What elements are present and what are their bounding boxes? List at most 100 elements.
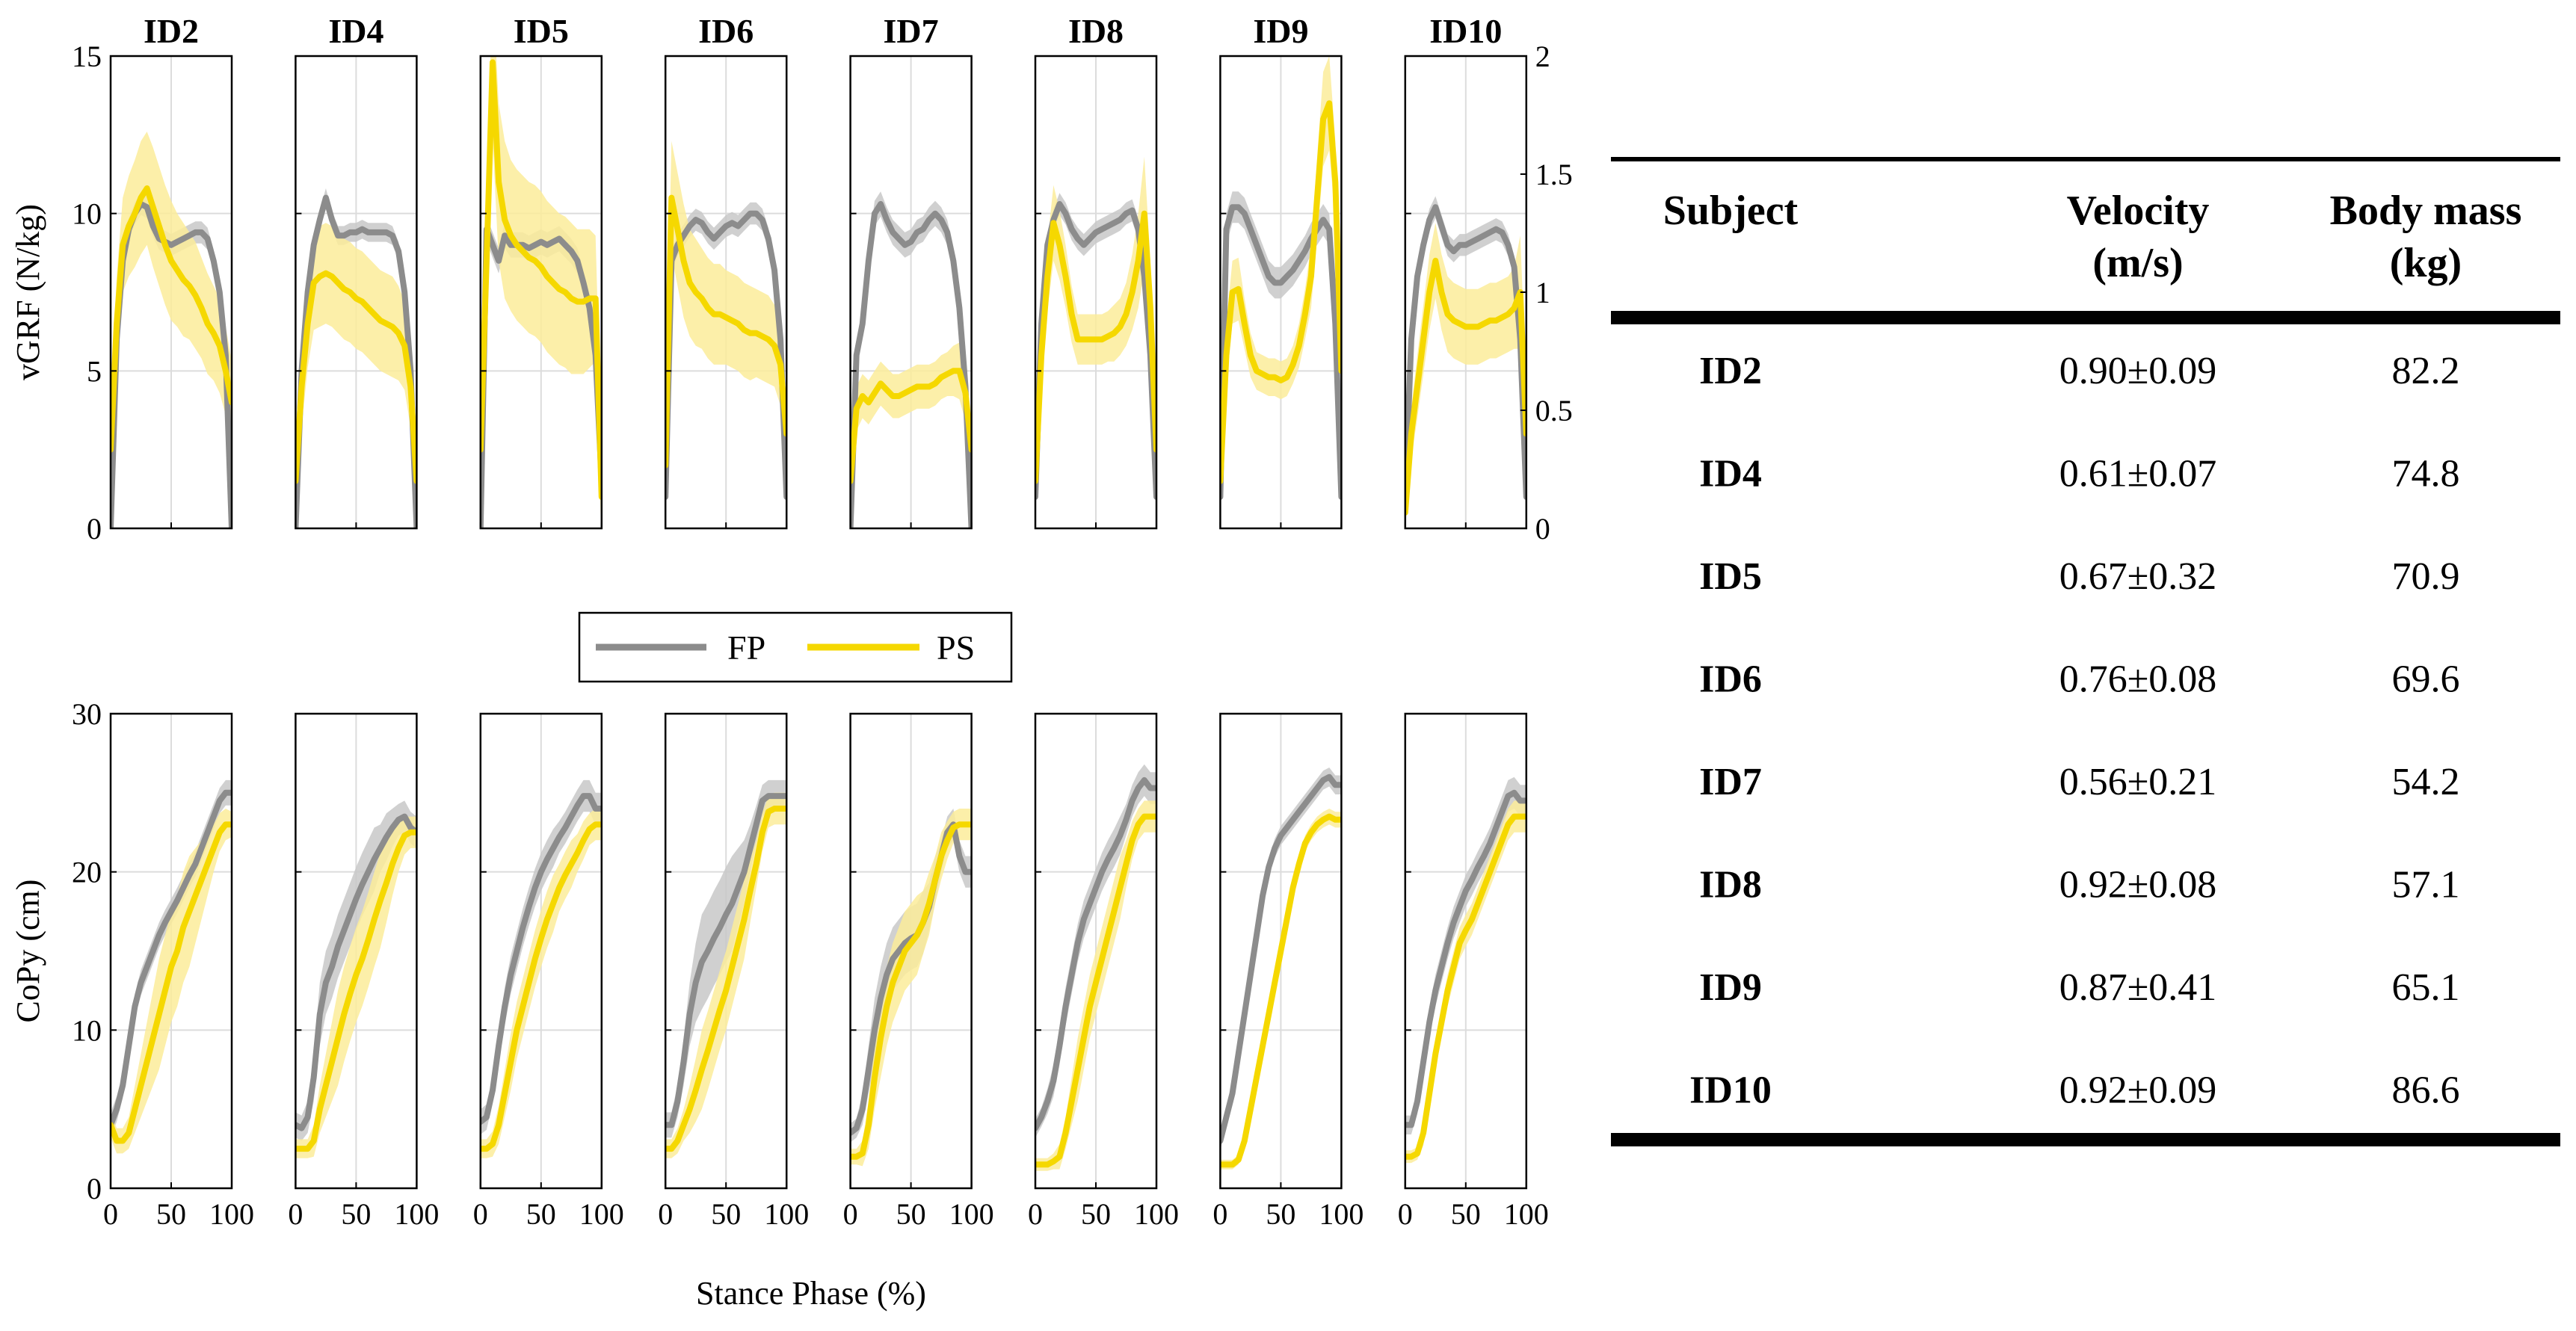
y-tick-label: 20 — [72, 856, 102, 889]
summary-table: Subject Velocity (m/s) Body mass (kg) ID2 0.90… — [1611, 157, 2560, 1146]
table-cell-velocity: 0.87±0.41 — [2059, 966, 2217, 1009]
x-tick-label: 50 — [896, 1197, 926, 1231]
y-tick-label: 15 — [72, 40, 102, 73]
panel-ID8-vgrf: ID8 — [1034, 12, 1158, 530]
table-row: ID5 0.67±0.32 70.9 — [1699, 555, 2459, 598]
y-tick-label: 10 — [72, 197, 102, 231]
x-tick-label: 50 — [526, 1197, 556, 1231]
fp-mean-line — [1035, 201, 1156, 500]
table-cell-subject: ID6 — [1699, 658, 1762, 701]
table-cell-mass: 69.6 — [2392, 658, 2460, 701]
x-tick-label: 100 — [394, 1197, 439, 1231]
plot-area — [480, 779, 602, 1158]
legend: FP PS — [578, 611, 1013, 683]
table-cell-velocity: 0.61±0.07 — [2059, 453, 2217, 495]
panel-ID10-vgrf: ID10 0 0.5 1 1.5 2 — [1404, 12, 1573, 546]
x-axis-label: Stance Phase (%) — [696, 1275, 926, 1312]
fp-mean-line — [480, 226, 602, 528]
table-cell-subject: ID2 — [1699, 350, 1762, 392]
table-cell-velocity: 0.92±0.08 — [2059, 864, 2217, 907]
panel-title: ID9 — [1253, 12, 1308, 50]
plot-area — [480, 56, 602, 528]
fp-mean-line — [111, 789, 232, 1128]
ps-sd-band — [850, 809, 972, 1167]
fp-mean-line — [1220, 773, 1342, 1144]
fp-mean-line — [295, 813, 417, 1131]
plot-area — [665, 779, 787, 1158]
right-y-tick-label: 0.5 — [1535, 394, 1573, 427]
ps-sd-band — [1035, 156, 1156, 507]
y-tick-label: 0 — [87, 1172, 102, 1205]
x-tick-label: 100 — [1504, 1197, 1549, 1231]
plot-area — [1035, 156, 1156, 508]
table-cell-subject: ID5 — [1699, 555, 1762, 598]
ps-sd-band — [295, 816, 417, 1158]
panel-ID8-copy: 0 50 100 — [1028, 712, 1179, 1231]
fp-mean-line — [665, 793, 787, 1128]
panel-title: ID7 — [884, 12, 939, 50]
table-cell-velocity: 0.90±0.09 — [2059, 350, 2217, 392]
table-cell-mass: 54.2 — [2392, 761, 2460, 803]
table-cell-velocity: 0.67±0.32 — [2059, 555, 2217, 598]
table-row: ID4 0.61±0.07 74.8 — [1699, 453, 2459, 495]
plot-area — [850, 191, 972, 528]
y-tick-label: 30 — [72, 697, 102, 731]
plot-area — [850, 809, 972, 1167]
ps-mean-line — [1035, 210, 1156, 484]
panel-ID4-vgrf: ID4 — [295, 12, 418, 530]
panel-ID5-copy: 0 50 100 — [473, 712, 624, 1231]
fp-mean-line — [1405, 789, 1526, 1128]
plot-area — [295, 188, 417, 528]
x-tick-label: 100 — [209, 1197, 254, 1231]
panel-title: ID5 — [514, 12, 569, 50]
fp-mean-line — [1035, 776, 1156, 1131]
table-header-cell: (m/s) — [2092, 240, 2183, 286]
panel-ID5-vgrf: ID5 — [479, 12, 603, 530]
table-cell-mass: 74.8 — [2392, 453, 2460, 495]
ps-mean-line — [295, 270, 417, 484]
plot-area — [665, 140, 787, 513]
table-cell-subject: ID4 — [1699, 453, 1762, 495]
panel-ID2-copy: 0 50 100 0 10 20 30 — [72, 697, 254, 1231]
panel-ID9-copy: 0 50 100 — [1212, 712, 1364, 1231]
ps-mean-line — [1405, 813, 1526, 1160]
ps-sd-band — [111, 132, 232, 497]
fp-mean-line — [295, 194, 417, 528]
x-tick-label: 50 — [711, 1197, 741, 1231]
panel-title: ID10 — [1429, 12, 1502, 50]
table-cell-mass: 57.1 — [2392, 864, 2460, 907]
fp-mean-line — [1220, 204, 1342, 500]
table-row: ID6 0.76±0.08 69.6 — [1699, 658, 2459, 701]
ps-mean-line — [665, 194, 787, 469]
panel-ID7-vgrf: ID7 — [849, 12, 973, 530]
ps-mean-line — [850, 821, 972, 1160]
ps-mean-line — [111, 185, 232, 453]
ps-sd-band — [111, 809, 232, 1154]
x-tick-label: 50 — [1266, 1197, 1295, 1231]
table-cell-subject: ID9 — [1699, 966, 1762, 1009]
panel-title: ID8 — [1068, 12, 1124, 50]
ps-mean-line — [480, 59, 602, 500]
x-tick-label: 100 — [764, 1197, 809, 1231]
fp-mean-line — [1405, 204, 1526, 500]
table-cell-mass: 65.1 — [2392, 966, 2460, 1009]
x-tick-label: 50 — [1451, 1197, 1481, 1231]
table-cell-mass: 86.6 — [2392, 1069, 2460, 1112]
fp-sd-band — [1220, 191, 1342, 513]
panel-title: ID2 — [144, 12, 199, 50]
x-tick-label: 100 — [1319, 1197, 1364, 1231]
fp-mean-line — [665, 210, 787, 500]
plot-area — [111, 779, 232, 1154]
ps-mean-line — [1220, 100, 1342, 484]
ps-mean-line — [1035, 813, 1156, 1168]
ps-mean-line — [1405, 257, 1526, 516]
ps-mean-line — [111, 821, 232, 1144]
x-tick-label: 0 — [1212, 1197, 1227, 1231]
panel-title: ID6 — [698, 12, 754, 50]
table-cell-subject: ID8 — [1699, 864, 1762, 907]
y-axis-label: CoPy (cm) — [10, 880, 46, 1023]
plot-area — [295, 800, 417, 1158]
panel-ID7-copy: 0 50 100 — [843, 712, 994, 1231]
ps-mean-line — [295, 829, 417, 1152]
